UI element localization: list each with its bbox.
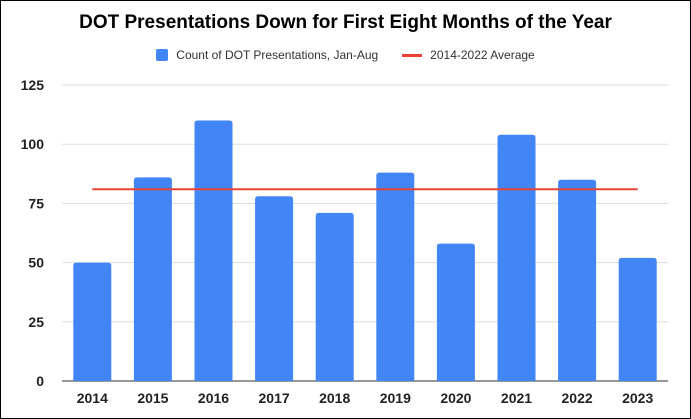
bar [376,172,415,381]
y-tick-label: 0 [36,373,44,389]
x-tick-label: 2023 [622,390,653,406]
x-tick-label: 2021 [501,390,532,406]
legend-item-average: 2014-2022 Average [402,48,535,62]
bar [194,120,233,382]
legend-item-count: Count of DOT Presentations, Jan-Aug [156,48,378,62]
x-tick-label: 2018 [319,390,350,406]
x-tick-label: 2020 [440,390,471,406]
legend-swatch-average [402,53,423,57]
chart-legend: Count of DOT Presentations, Jan-Aug 2014… [0,48,691,62]
y-tick-label: 50 [28,255,44,271]
bar [73,262,112,381]
x-tick-label: 2022 [562,390,593,406]
bar [558,179,597,381]
legend-label-average: 2014-2022 Average [430,48,535,62]
chart-title: DOT Presentations Down for First Eight M… [79,12,612,33]
legend-label-count: Count of DOT Presentations, Jan-Aug [176,48,379,62]
legend-swatch-count [156,49,169,61]
bar [618,257,657,381]
bar [315,212,354,381]
y-tick-label: 125 [21,77,45,93]
x-tick-label: 2017 [259,390,290,406]
x-tick-label: 2019 [380,390,411,406]
y-tick-label: 100 [21,136,45,152]
y-tick-label: 75 [28,195,44,211]
bar [497,134,536,381]
x-tick-label: 2015 [137,390,168,406]
bar [255,196,294,381]
x-tick-label: 2014 [77,390,108,406]
bar [133,177,172,381]
y-tick-label: 25 [28,314,44,330]
x-tick-label: 2016 [198,390,229,406]
bar [436,243,475,381]
